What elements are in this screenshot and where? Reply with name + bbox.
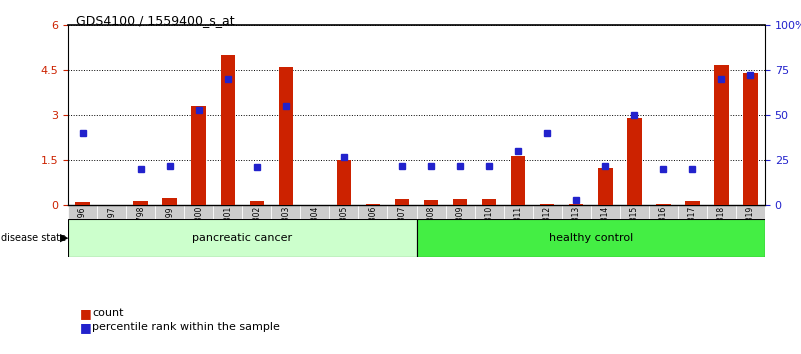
Bar bbox=[590, 205, 620, 219]
Bar bbox=[424, 200, 438, 205]
Bar bbox=[97, 205, 127, 219]
Bar bbox=[445, 205, 474, 219]
Bar bbox=[329, 205, 359, 219]
Bar bbox=[366, 204, 380, 205]
Bar bbox=[417, 205, 445, 219]
Bar bbox=[620, 205, 649, 219]
Bar bbox=[250, 201, 264, 205]
Bar bbox=[220, 55, 235, 205]
Text: GDS4100 / 1559400_s_at: GDS4100 / 1559400_s_at bbox=[76, 14, 235, 27]
Bar bbox=[656, 204, 670, 205]
Text: GSM356797: GSM356797 bbox=[107, 206, 116, 252]
Bar bbox=[678, 205, 706, 219]
Text: GSM356812: GSM356812 bbox=[543, 206, 552, 252]
Bar bbox=[163, 198, 177, 205]
Bar bbox=[736, 205, 765, 219]
Bar bbox=[569, 204, 583, 205]
Text: GSM356817: GSM356817 bbox=[688, 206, 697, 252]
Text: percentile rank within the sample: percentile rank within the sample bbox=[92, 322, 280, 332]
Text: ■: ■ bbox=[80, 321, 92, 334]
Bar bbox=[598, 168, 613, 205]
Bar bbox=[68, 219, 417, 257]
Bar bbox=[242, 205, 272, 219]
Text: GSM356803: GSM356803 bbox=[281, 206, 290, 252]
Bar bbox=[272, 205, 300, 219]
Text: GSM356796: GSM356796 bbox=[78, 206, 87, 252]
Text: count: count bbox=[92, 308, 123, 318]
Bar bbox=[279, 67, 293, 205]
Text: GSM356810: GSM356810 bbox=[485, 206, 493, 252]
Bar bbox=[627, 118, 642, 205]
Bar bbox=[388, 205, 417, 219]
Text: GSM356815: GSM356815 bbox=[630, 206, 638, 252]
Text: GSM356819: GSM356819 bbox=[746, 206, 755, 252]
Bar bbox=[453, 199, 467, 205]
Text: ■: ■ bbox=[80, 307, 92, 320]
Text: GSM356802: GSM356802 bbox=[252, 206, 261, 252]
Text: healthy control: healthy control bbox=[549, 233, 633, 243]
Text: GSM356809: GSM356809 bbox=[456, 206, 465, 252]
Text: GSM356799: GSM356799 bbox=[165, 206, 174, 252]
Bar bbox=[714, 65, 729, 205]
Text: GSM356801: GSM356801 bbox=[223, 206, 232, 252]
Bar bbox=[743, 73, 758, 205]
Bar bbox=[504, 205, 533, 219]
Bar bbox=[155, 205, 184, 219]
Bar bbox=[685, 201, 699, 205]
Bar bbox=[474, 205, 504, 219]
Bar bbox=[75, 202, 90, 205]
Text: GSM356818: GSM356818 bbox=[717, 206, 726, 252]
Text: GSM356808: GSM356808 bbox=[427, 206, 436, 252]
Text: GSM356798: GSM356798 bbox=[136, 206, 145, 252]
Bar bbox=[482, 199, 497, 205]
Bar bbox=[540, 204, 554, 205]
Bar bbox=[213, 205, 242, 219]
Bar bbox=[300, 205, 329, 219]
Bar bbox=[511, 156, 525, 205]
Text: GSM356805: GSM356805 bbox=[340, 206, 348, 252]
Text: GSM356813: GSM356813 bbox=[572, 206, 581, 252]
Bar bbox=[191, 106, 206, 205]
Text: GSM356814: GSM356814 bbox=[601, 206, 610, 252]
Bar bbox=[417, 219, 765, 257]
Text: GSM356816: GSM356816 bbox=[659, 206, 668, 252]
Text: pancreatic cancer: pancreatic cancer bbox=[192, 233, 292, 243]
Bar bbox=[649, 205, 678, 219]
Bar bbox=[706, 205, 736, 219]
Bar bbox=[134, 201, 148, 205]
Bar bbox=[359, 205, 388, 219]
Bar bbox=[184, 205, 213, 219]
Text: GSM356807: GSM356807 bbox=[397, 206, 406, 252]
Text: GSM356806: GSM356806 bbox=[368, 206, 377, 252]
Text: ▶: ▶ bbox=[60, 233, 69, 243]
Bar bbox=[127, 205, 155, 219]
Bar bbox=[336, 160, 351, 205]
Text: GSM356804: GSM356804 bbox=[311, 206, 320, 252]
Text: GSM356800: GSM356800 bbox=[195, 206, 203, 252]
Text: GSM356811: GSM356811 bbox=[513, 206, 522, 252]
Bar bbox=[562, 205, 590, 219]
Bar bbox=[533, 205, 562, 219]
Text: disease state: disease state bbox=[1, 233, 66, 243]
Bar bbox=[395, 199, 409, 205]
Bar bbox=[68, 205, 97, 219]
